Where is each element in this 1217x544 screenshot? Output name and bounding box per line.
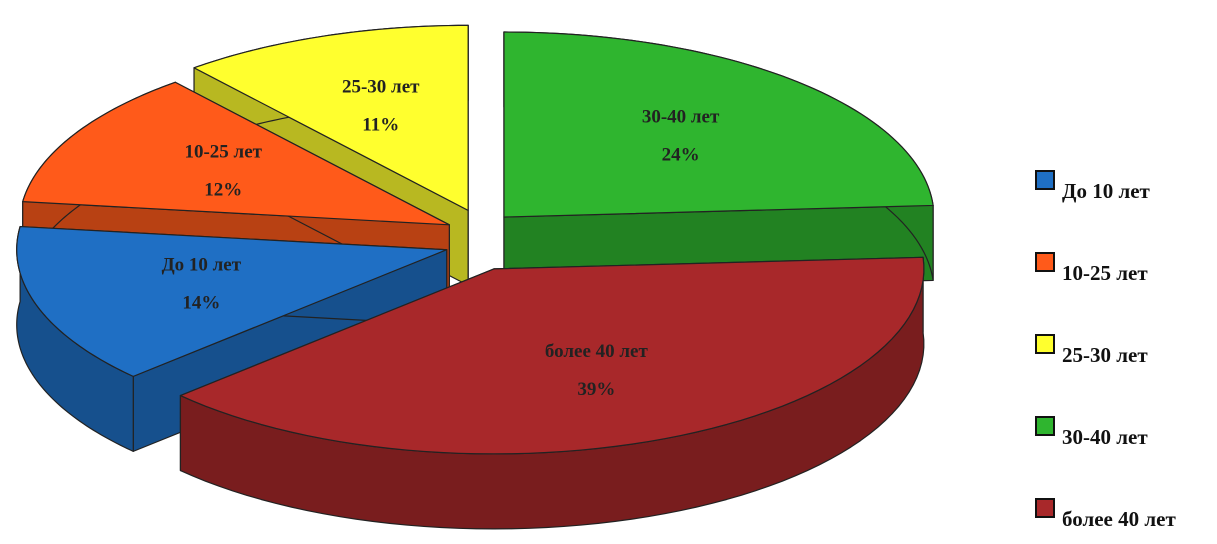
slice-value-label: 24% bbox=[662, 144, 700, 165]
slice-value-label: 11% bbox=[362, 114, 399, 135]
slice bbox=[179, 256, 925, 530]
slice-value-label: 14% bbox=[182, 292, 220, 313]
legend-label: 25-30 лет bbox=[1062, 343, 1148, 367]
legend-label: 10-25 лет bbox=[1062, 261, 1148, 285]
slice-label: 30-40 лет bbox=[642, 106, 720, 127]
slice bbox=[16, 225, 448, 377]
slice bbox=[22, 81, 450, 226]
slice-label: более 40 лет bbox=[545, 341, 649, 362]
slice bbox=[503, 31, 934, 293]
slice bbox=[503, 31, 934, 218]
slice-label: 25-30 лет bbox=[342, 76, 420, 97]
legend-swatch bbox=[1035, 334, 1055, 354]
slice-label: 10-25 лет bbox=[184, 142, 262, 163]
legend-swatch bbox=[1035, 170, 1055, 190]
slice-label: До 10 лет bbox=[162, 254, 242, 275]
slice-value-label: 12% bbox=[204, 180, 242, 201]
slice bbox=[193, 24, 469, 211]
slice bbox=[179, 256, 925, 455]
legend-swatch bbox=[1035, 416, 1055, 436]
legend-swatch bbox=[1035, 498, 1055, 518]
legend-label: более 40 лет bbox=[1062, 507, 1176, 531]
legend-label: До 10 лет bbox=[1062, 179, 1151, 203]
legend-label: 30-40 лет bbox=[1062, 425, 1148, 449]
slice-value-label: 39% bbox=[577, 379, 615, 400]
legend-swatch bbox=[1035, 252, 1055, 272]
